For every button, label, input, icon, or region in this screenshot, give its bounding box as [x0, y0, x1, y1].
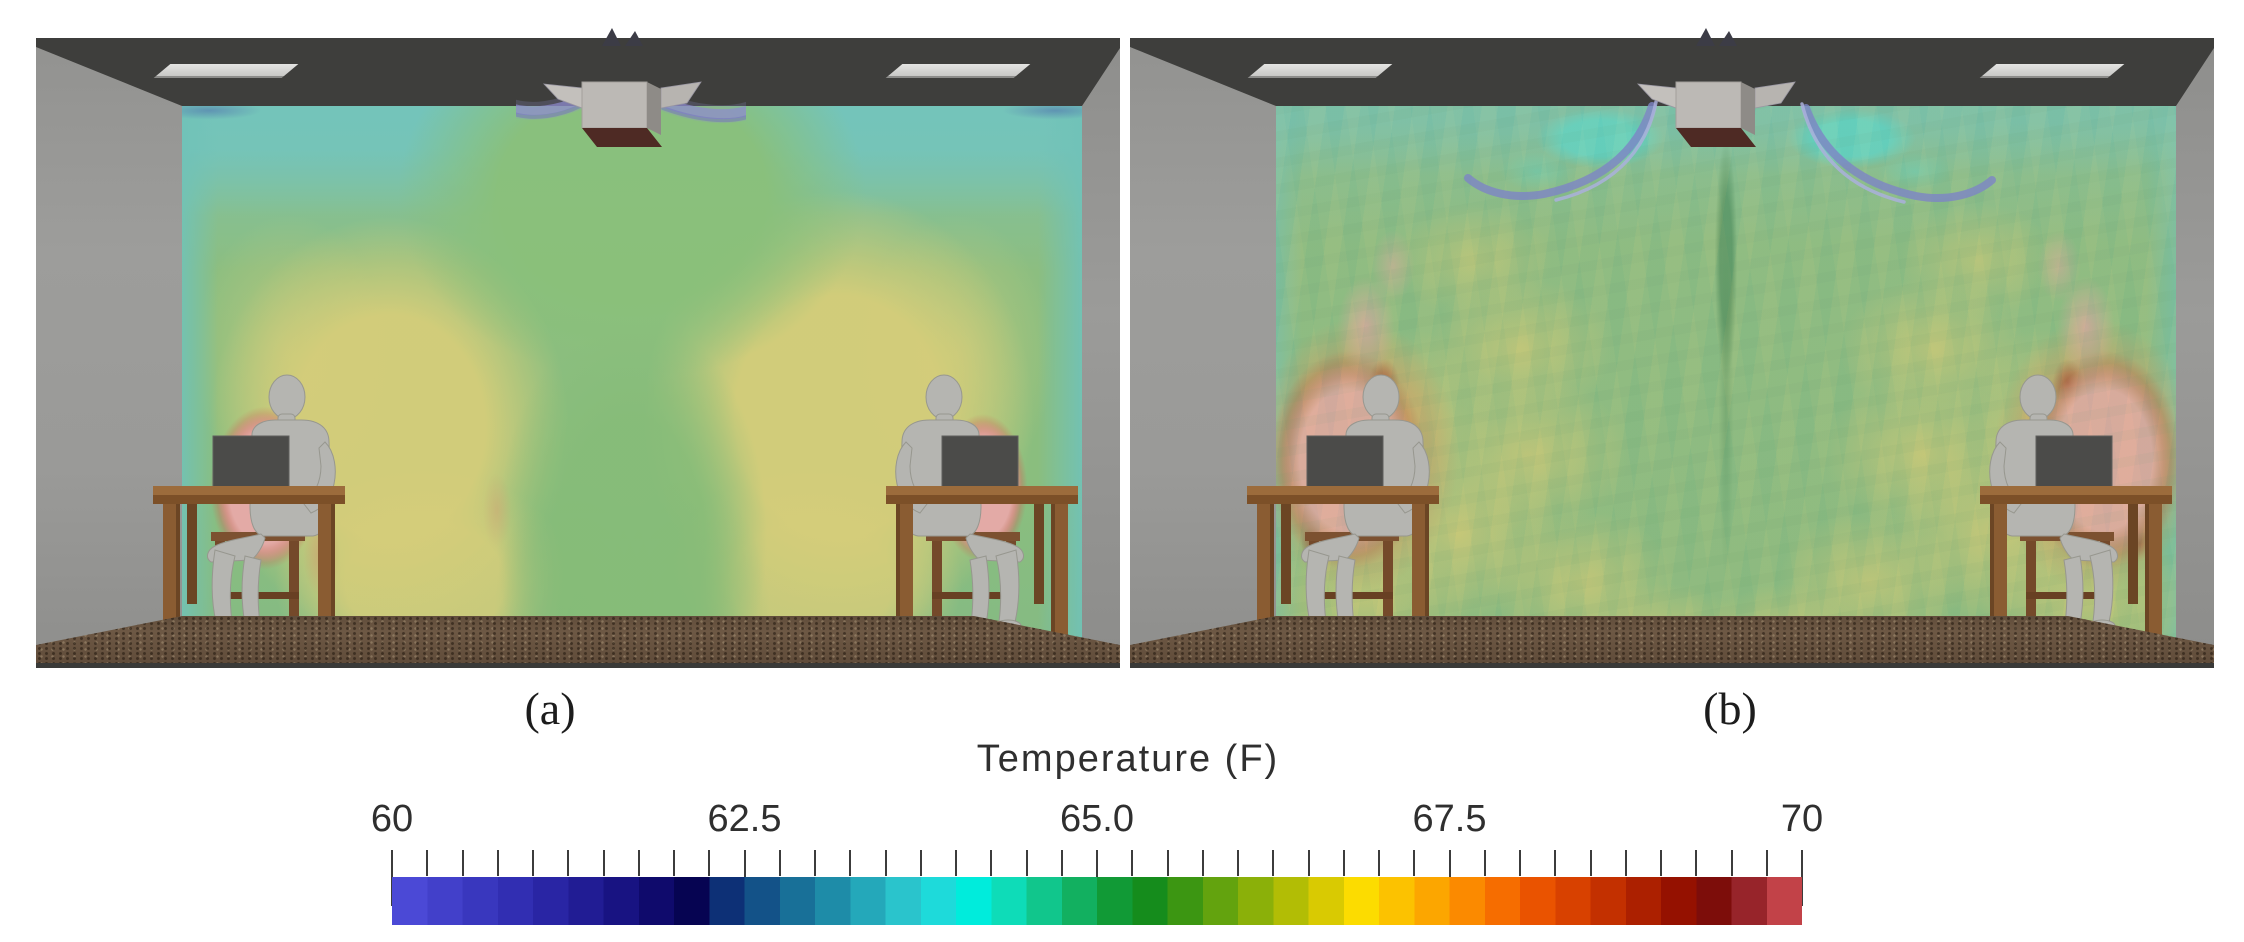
colorbar-minor-tick [990, 850, 993, 876]
colorbar-minor-tick [1201, 850, 1204, 876]
colorbar-minor-tick [1166, 850, 1169, 876]
colorbar-tick-label: 60 [370, 798, 414, 840]
ceiling-light [153, 64, 299, 78]
colorbar-minor-tick [849, 850, 852, 876]
colorbar-tick-label: 67.5 [1412, 798, 1487, 840]
colorbar-minor-tick [461, 850, 464, 876]
subfigure-label-b: (b) [1703, 683, 1757, 734]
ceiling-diffuser [516, 27, 746, 148]
subfigure-label-a: (a) [524, 683, 576, 734]
panel-a-room-visualization [36, 27, 1120, 668]
panel-bottom-edge [1130, 663, 2214, 668]
colorbar-minor-tick [426, 850, 429, 876]
colorbar-minor-tick [955, 850, 957, 876]
right-wall [2176, 38, 2214, 650]
colorbar-minor-tick [637, 850, 640, 876]
colorbar-tick-label: 62.5 [707, 798, 782, 840]
colorbar-minor-tick [814, 850, 816, 876]
colorbar-minor-tick [1554, 850, 1557, 876]
colorbar-minor-tick [1025, 850, 1028, 876]
colorbar-tick-label: 70 [1780, 798, 1824, 840]
colorbar-minor-tick [1060, 850, 1063, 876]
colorbar-minor-tick [532, 850, 534, 876]
right-wall [1082, 38, 1120, 650]
colorbar-minor-tick [1660, 850, 1662, 876]
colorbar-minor-tick [1624, 850, 1627, 876]
colorbar-minor-tick [884, 850, 887, 876]
colorbar-major-tick [1801, 850, 1803, 906]
colorbar-minor-tick [567, 850, 570, 876]
ceiling-light [1979, 64, 2125, 78]
colorbar-minor-tick [1413, 850, 1416, 876]
workstation-left [1247, 374, 1439, 640]
panel-b-room-visualization [1130, 27, 2214, 668]
colorbar-minor-tick [1695, 850, 1698, 876]
carpet-floor [1130, 616, 2214, 663]
ceiling-diffuser [1637, 27, 1796, 148]
ceiling-light [885, 64, 1031, 78]
colorbar-tick-label: 65.0 [1060, 798, 1134, 840]
panel-bottom-edge [36, 663, 1120, 668]
ceiling-light [1247, 64, 1393, 78]
workstation-left [153, 374, 345, 640]
colorbar-minor-tick [1589, 850, 1592, 876]
colorbar-minor-tick [602, 850, 605, 876]
colorbar-minor-tick [708, 850, 711, 876]
colorbar-title: Temperature (F) [976, 738, 1280, 780]
colorbar-minor-tick [1131, 850, 1134, 876]
colorbar-minor-tick [1730, 850, 1733, 876]
colorbar-minor-tick [1342, 850, 1345, 876]
colorbar-minor-tick [1765, 850, 1768, 876]
colorbar-gradient [392, 877, 1802, 925]
workstation-right [1980, 374, 2172, 640]
colorbar-minor-tick [1519, 850, 1521, 876]
colorbar-minor-tick [673, 850, 675, 876]
colorbar-minor-tick [1272, 850, 1275, 876]
left-wall [36, 38, 182, 650]
colorbar-minor-tick [496, 850, 499, 876]
workstation-right [886, 374, 1078, 640]
colorbar-minor-tick [919, 850, 922, 876]
colorbar-minor-tick [1378, 850, 1380, 876]
colorbar-minor-tick [1237, 850, 1239, 876]
colorbar-minor-tick [1483, 850, 1486, 876]
carpet-floor [36, 616, 1120, 663]
colorbar-minor-tick [778, 850, 781, 876]
colorbar-minor-tick [1307, 850, 1310, 876]
left-wall [1130, 38, 1276, 650]
